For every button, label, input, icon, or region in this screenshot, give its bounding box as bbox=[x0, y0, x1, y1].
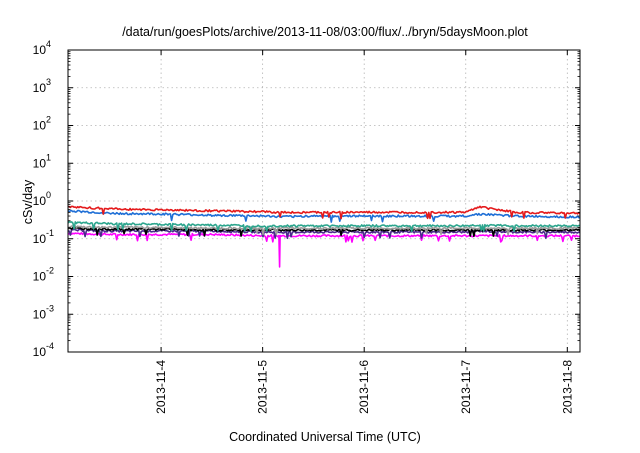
x-tick-label: 2013-11-7 bbox=[459, 360, 473, 414]
y-tick-label: 10 bbox=[33, 119, 47, 133]
grid-lines bbox=[68, 50, 580, 352]
x-tick-label: 2013-11-6 bbox=[357, 360, 371, 414]
y-tick-label: 10 bbox=[33, 270, 47, 284]
y-tick-label: 10 bbox=[33, 156, 47, 170]
y-tick-exponent: 0 bbox=[46, 190, 51, 200]
chart-title: /data/run/goesPlots/archive/2013-11-08/0… bbox=[122, 25, 528, 39]
y-tick-exponent: -4 bbox=[46, 341, 54, 351]
series-layer bbox=[67, 205, 581, 268]
y-tick-exponent: 1 bbox=[46, 152, 51, 162]
y-tick-label: 10 bbox=[33, 81, 47, 95]
y-tick-exponent: -1 bbox=[46, 228, 54, 238]
y-tick-exponent: -2 bbox=[46, 266, 54, 276]
y-tick-exponent: 3 bbox=[46, 77, 51, 87]
series-line bbox=[67, 205, 581, 220]
y-tick-exponent: 4 bbox=[46, 39, 51, 49]
x-axis-label: Coordinated Universal Time (UTC) bbox=[229, 430, 421, 444]
series-line bbox=[67, 226, 581, 238]
y-tick-label: 10 bbox=[33, 232, 47, 246]
y-axis-label: cSv/day bbox=[21, 179, 35, 224]
y-tick-exponent: -3 bbox=[46, 303, 54, 313]
x-tick-label: 2013-11-5 bbox=[256, 360, 270, 414]
y-tick-label: 10 bbox=[33, 345, 47, 359]
y-tick-label: 10 bbox=[33, 194, 47, 208]
x-tick-label: 2013-11-4 bbox=[154, 360, 168, 414]
series-line bbox=[67, 225, 581, 236]
y-tick-label: 10 bbox=[33, 43, 47, 57]
y-tick-exponent: 2 bbox=[46, 115, 51, 125]
y-tick-label: 10 bbox=[33, 307, 47, 321]
x-axis-ticks: 2013-11-4 2013-11-5 2013-11-6 2013-11-7 2013… bbox=[154, 50, 574, 414]
series-line bbox=[67, 209, 581, 223]
series-line bbox=[67, 220, 581, 233]
x-tick-label: 2013-11-8 bbox=[560, 360, 574, 414]
series-line bbox=[67, 232, 581, 268]
